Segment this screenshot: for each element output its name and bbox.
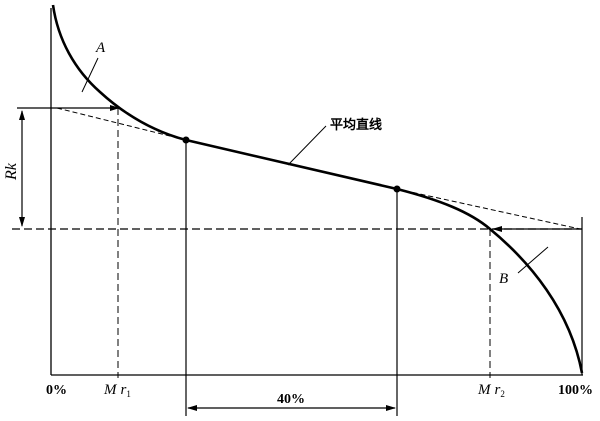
rk-label: Rk [3,162,20,181]
forty-percent-label: 40% [277,392,305,407]
hundred-percent-label: 100% [558,383,593,398]
curve-b-label: B [499,271,508,287]
a-leader [81,57,99,93]
material-ratio-curve [51,4,584,374]
zero-percent-label: 0% [46,383,67,398]
mean-line-extension-left [56,107,187,141]
mean-line-point-left [182,136,190,144]
mean-line-label: 平均直线 [330,117,382,133]
b-leader [517,246,549,274]
curve-a-label: A [95,40,106,56]
mean-line-leader [287,125,327,166]
mean-line-point-right [393,185,401,193]
mean-line-extension-right [396,188,581,230]
